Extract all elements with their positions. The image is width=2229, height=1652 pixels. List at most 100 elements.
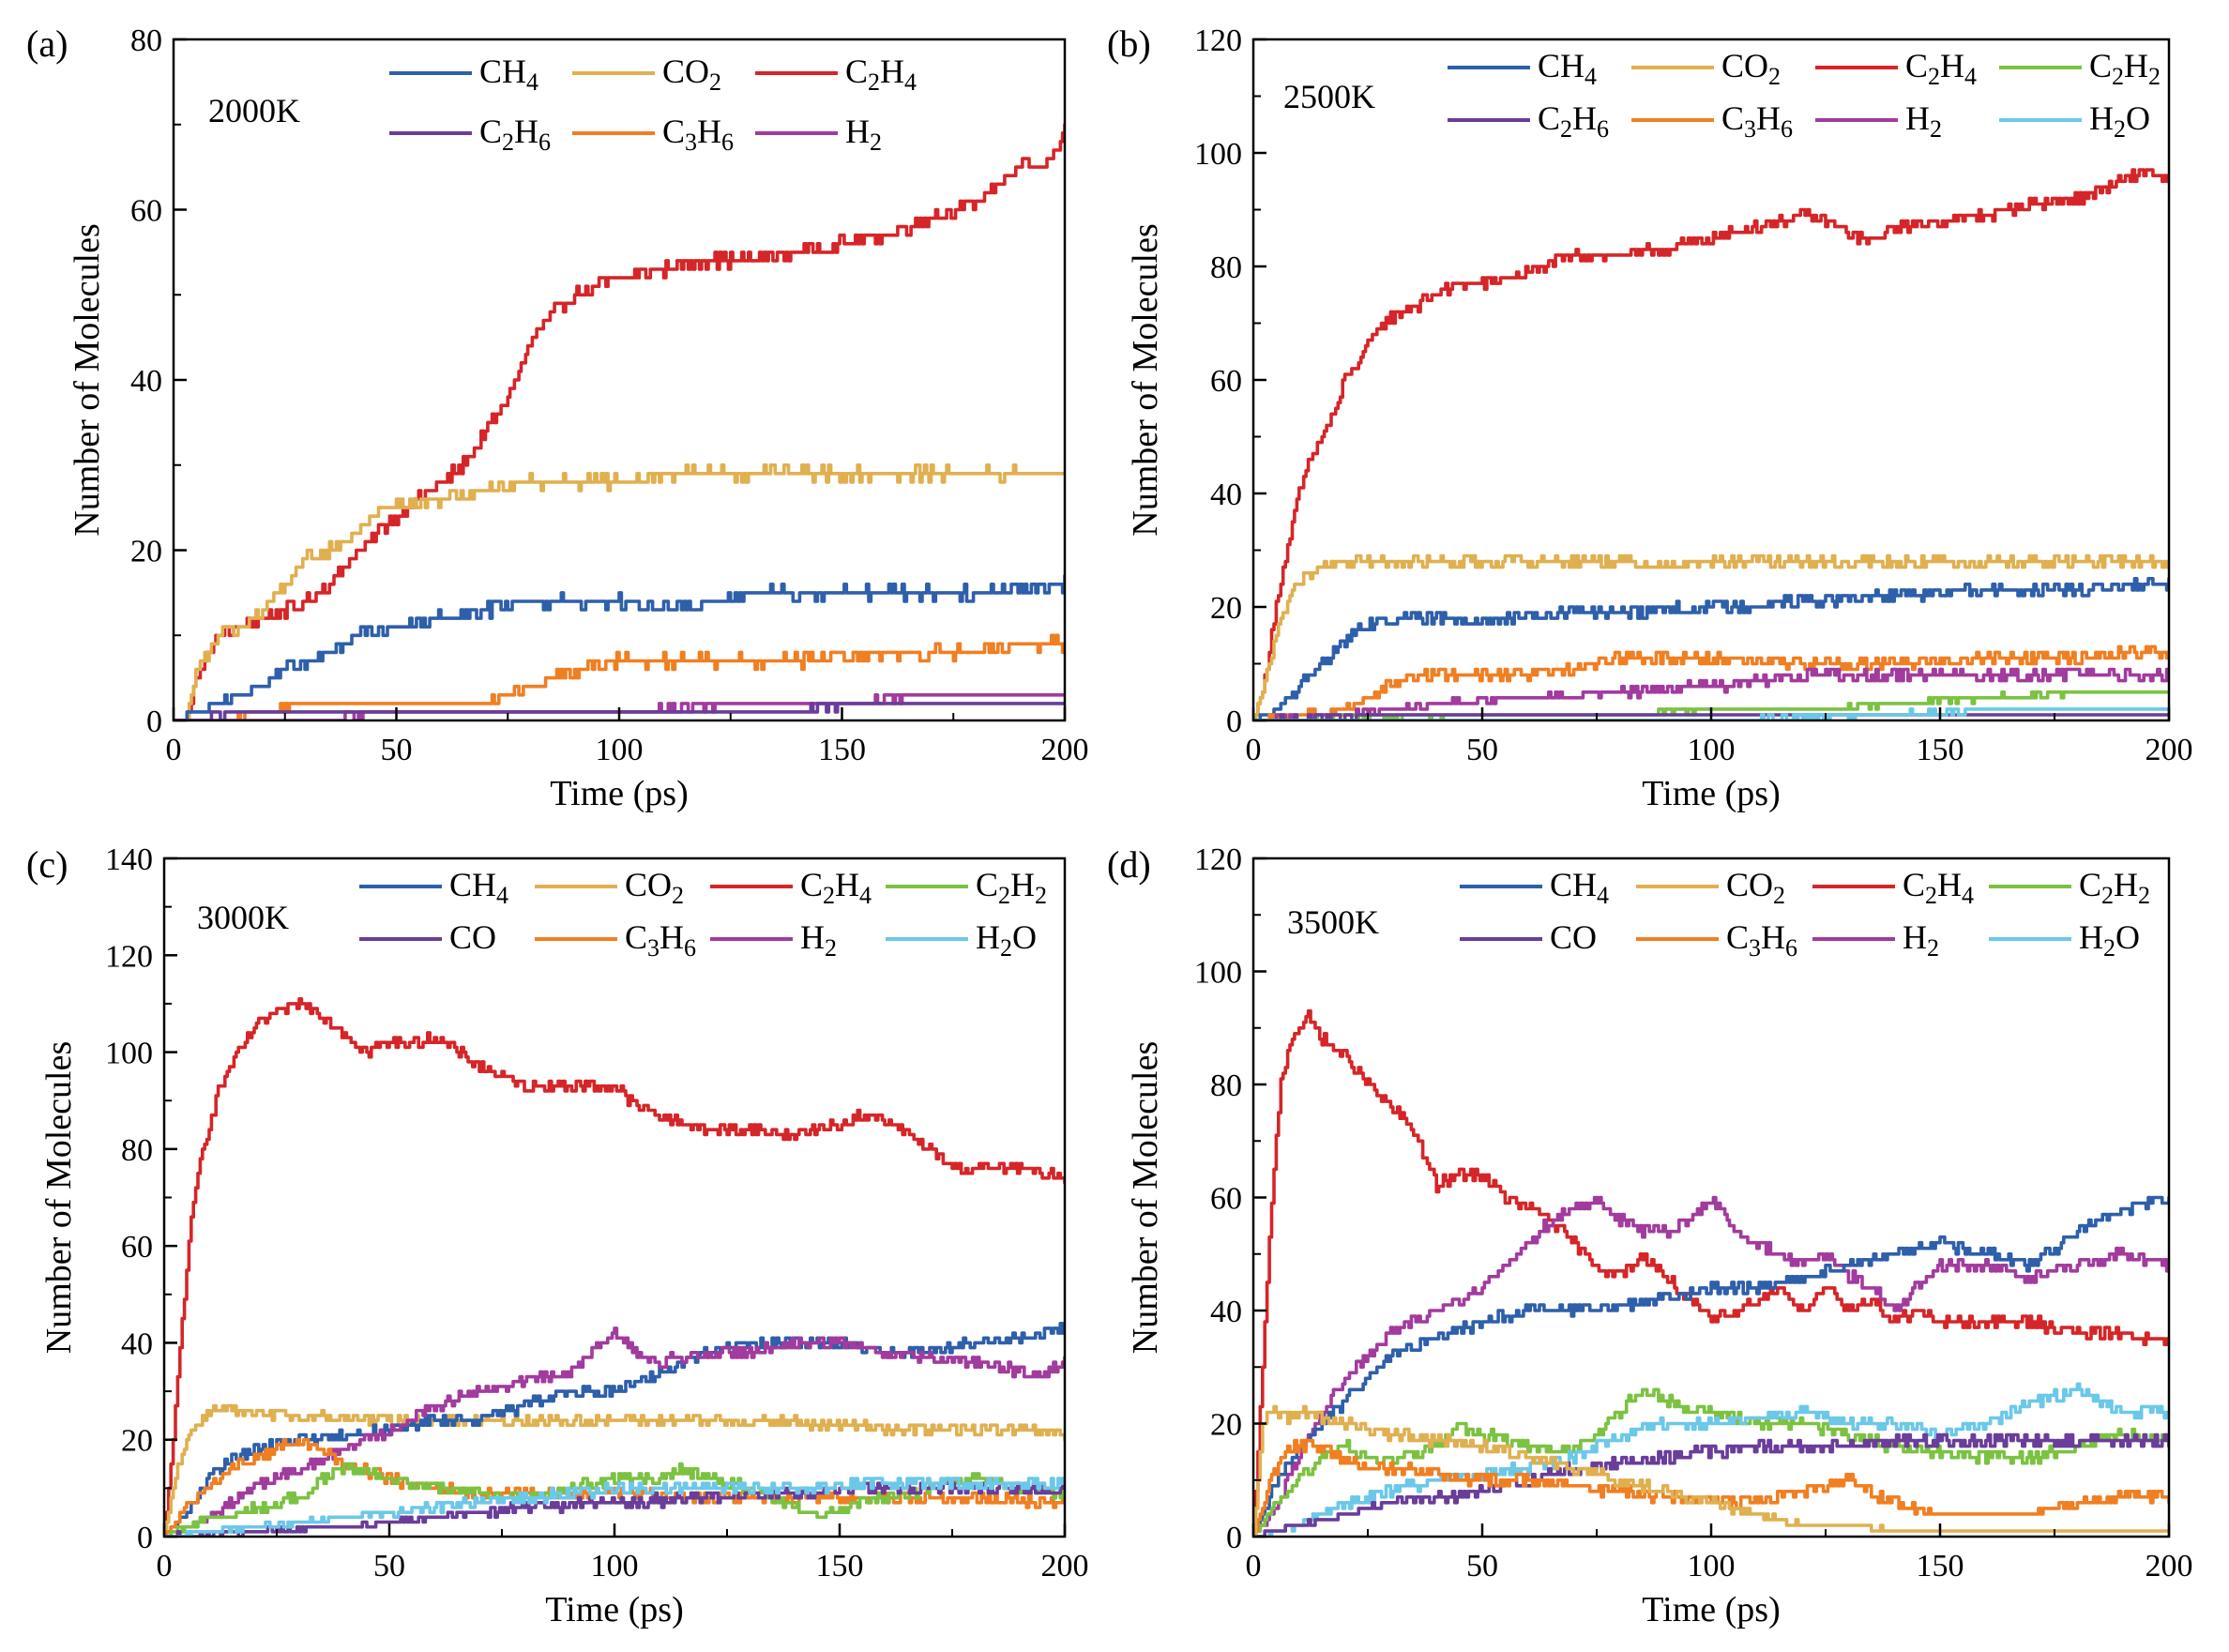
y-tick-label: 100 xyxy=(1194,137,1242,172)
y-tick-label: 140 xyxy=(105,842,153,877)
legend-label-h2: H2 xyxy=(1905,99,1942,143)
series-line-c2h2 xyxy=(164,1462,1065,1537)
y-tick-label: 80 xyxy=(1210,250,1242,285)
series-line-c2h4 xyxy=(164,997,1065,1537)
x-tick-label: 100 xyxy=(1688,1549,1736,1584)
y-tick-label: 120 xyxy=(1194,842,1242,877)
y-tick-label: 0 xyxy=(146,705,162,739)
legend: CH4 CO2 C2H4 C2H2 C2H6 C3H6 H2 H2O xyxy=(1448,47,2161,143)
x-tick-label: 50 xyxy=(381,733,413,767)
y-axis-title: Number of Molecules xyxy=(1126,1041,1165,1354)
legend-label-co2: CO2 xyxy=(625,866,684,909)
x-tick-label: 150 xyxy=(1917,1549,1964,1584)
legend-label-c3h6: C3H6 xyxy=(625,918,696,962)
x-tick-label: 150 xyxy=(1917,733,1964,767)
y-tick-label: 60 xyxy=(1210,1182,1242,1217)
y-tick-label: 120 xyxy=(105,939,153,974)
legend: CH4 CO2 C2H4 C2H2 CO C3H6 H2 H2O xyxy=(359,866,1047,962)
series-line-c2h6 xyxy=(174,702,1065,720)
legend-label-h2o: H2O xyxy=(2079,918,2140,962)
legend-label-co2: CO2 xyxy=(1726,866,1785,909)
legend-label-c2h4: C2H4 xyxy=(845,53,917,96)
y-tick-label: 20 xyxy=(1210,1408,1242,1443)
legend-label-c2h4: C2H4 xyxy=(800,866,872,909)
x-tick-label: 100 xyxy=(591,1549,639,1584)
panel-label: (d) xyxy=(1107,843,1151,886)
temperature-label: 3000K xyxy=(197,899,289,936)
x-tick-label: 0 xyxy=(157,1549,173,1584)
y-tick-label: 0 xyxy=(1226,705,1242,739)
legend-label-ch4: CH4 xyxy=(479,53,538,96)
x-tick-label: 200 xyxy=(1041,1549,1089,1584)
legend-label-c2h4: C2H4 xyxy=(1905,47,1977,90)
series-line-c2h2 xyxy=(1253,1387,2169,1537)
legend-label-h2: H2 xyxy=(845,113,882,156)
series-line-h2o xyxy=(1253,707,2169,720)
y-tick-label: 120 xyxy=(1194,23,1242,58)
chart-panel-a: (a) 2000K 0 50 100 150 200 0 20 40 60 80 Time (ps) Nu… xyxy=(26,23,1089,813)
temperature-label: 2000K xyxy=(208,92,300,129)
y-tick-label: 40 xyxy=(121,1326,153,1361)
y-tick-label: 40 xyxy=(130,364,162,399)
x-axis-title: Time (ps) xyxy=(1642,774,1780,813)
legend-label-c3h6: C3H6 xyxy=(662,113,734,156)
series-line-co2 xyxy=(1253,553,2169,720)
legend-label-c3h6: C3H6 xyxy=(1726,918,1797,962)
legend-label-c2h2: C2H2 xyxy=(2079,866,2150,909)
legend-label-h2: H2 xyxy=(1903,918,1939,962)
panel-label: (a) xyxy=(26,23,68,65)
legend: CH4 CO2 C2H4 C2H6 C3H6 H2 xyxy=(389,53,917,156)
series-line-ch4 xyxy=(1253,576,2169,720)
series-line-c2h4 xyxy=(174,123,1065,720)
x-tick-label: 100 xyxy=(596,733,644,767)
legend-label-co: CO xyxy=(1550,918,1597,956)
y-axis-title: Number of Molecules xyxy=(1126,223,1165,536)
x-tick-label: 50 xyxy=(1466,1549,1498,1584)
legend-label-ch4: CH4 xyxy=(449,866,508,909)
series-line-ch4 xyxy=(164,1322,1065,1537)
y-tick-label: 60 xyxy=(130,194,162,229)
chart-panel-d: (d) 3500K 0 50 100 150 200 0 20 40 60 80 100 120 Time … xyxy=(1107,842,2193,1629)
y-tick-label: 80 xyxy=(1210,1068,1242,1103)
series-line-co xyxy=(1253,1432,2169,1537)
x-tick-label: 50 xyxy=(1466,733,1498,767)
legend-label-c3h6: C3H6 xyxy=(1721,99,1793,143)
legend-label-c2h6: C2H6 xyxy=(479,113,551,156)
y-tick-label: 60 xyxy=(1210,364,1242,399)
x-tick-label: 150 xyxy=(818,733,866,767)
y-tick-label: 60 xyxy=(121,1230,153,1265)
plot-frame xyxy=(172,38,1067,722)
x-axis-title: Time (ps) xyxy=(545,1590,683,1629)
y-tick-label: 100 xyxy=(105,1037,153,1071)
legend-label-c2h6: C2H6 xyxy=(1538,99,1609,143)
legend-label-co2: CO2 xyxy=(1721,47,1781,90)
x-tick-label: 200 xyxy=(2146,733,2193,767)
series-line-h2o xyxy=(1253,1382,2169,1537)
chart-panel-c: (c) 3000K 0 50 100 150 200 0 20 40 60 80 100 120 140 Ti… xyxy=(26,842,1089,1629)
legend-label-co2: CO2 xyxy=(662,53,721,96)
series-line-c3h6 xyxy=(174,633,1065,720)
y-tick-label: 100 xyxy=(1194,956,1242,991)
x-tick-label: 0 xyxy=(1246,1549,1262,1584)
series-line-c2h4 xyxy=(1253,168,2169,720)
series-line-co2 xyxy=(174,462,1065,720)
legend-label-c2h2: C2H2 xyxy=(976,866,1047,909)
series-line-h2 xyxy=(1253,1195,2169,1537)
series-line-h2 xyxy=(164,1326,1065,1537)
x-axis-title: Time (ps) xyxy=(550,774,688,813)
legend-label-c2h4: C2H4 xyxy=(1903,866,1974,909)
x-tick-label: 200 xyxy=(1041,733,1089,767)
series-line-co2 xyxy=(164,1403,1065,1537)
y-tick-label: 0 xyxy=(137,1521,153,1555)
panel-label: (c) xyxy=(26,843,68,886)
y-tick-label: 0 xyxy=(1226,1521,1242,1555)
y-axis-title: Number of Molecules xyxy=(68,223,107,536)
legend-label-h2o: H2O xyxy=(2089,99,2150,143)
x-tick-label: 150 xyxy=(816,1549,864,1584)
y-tick-label: 20 xyxy=(121,1424,153,1459)
legend-label-h2o: H2O xyxy=(976,918,1037,962)
x-tick-label: 0 xyxy=(166,733,182,767)
y-axis-title: Number of Molecules xyxy=(39,1041,79,1354)
x-axis-title: Time (ps) xyxy=(1642,1590,1780,1629)
series-line-h2o xyxy=(164,1477,1065,1537)
